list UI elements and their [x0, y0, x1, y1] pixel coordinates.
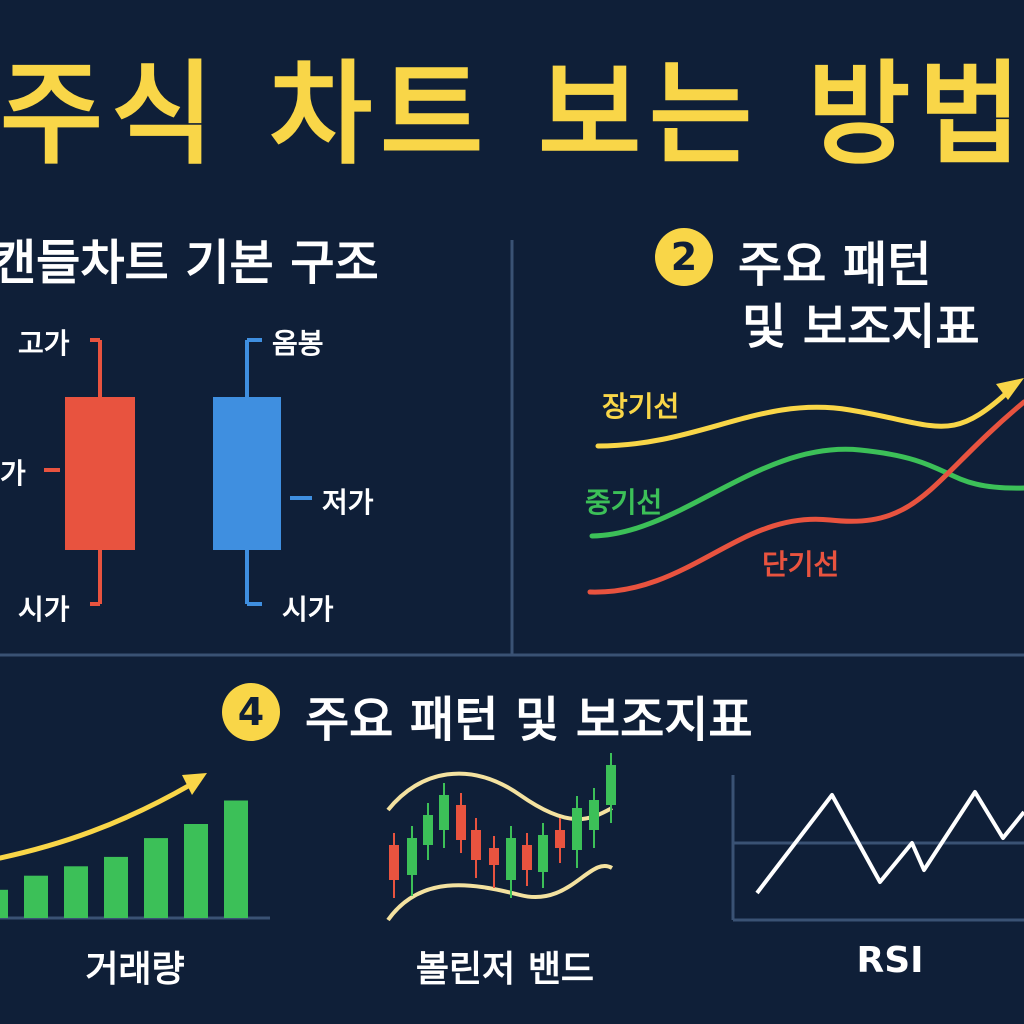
open-label-right: 시가: [282, 593, 334, 626]
high-label: 고가: [18, 327, 70, 360]
bollinger-caption: 볼린저 밴드: [415, 949, 595, 990]
bollinger-candle-body: [489, 848, 499, 865]
bollinger-candle-body: [606, 765, 616, 805]
long-term-arrow-head: [996, 378, 1024, 400]
volume-bar: [224, 800, 248, 918]
bollinger-candle-body: [589, 800, 599, 830]
mid-term-label: 중기선: [585, 486, 663, 519]
bollinger-chart: [386, 753, 616, 922]
bollinger-candle-body: [471, 830, 481, 860]
short-term-line: [587, 399, 1024, 595]
volume-trend-line: [0, 782, 193, 861]
rsi-line: [755, 790, 1024, 895]
candle-section-title: 캔들차트 기본 구조: [0, 235, 379, 291]
open-label-left: 시가: [18, 593, 70, 626]
section-4-badge: 4: [222, 683, 280, 741]
up-candle-body: [65, 397, 135, 550]
volume-trend-arrow-head: [182, 773, 207, 795]
down-candle-body: [213, 397, 281, 550]
volume-bar: [0, 889, 8, 918]
bollinger-candle-body: [389, 845, 399, 880]
volume-bar: [24, 875, 48, 918]
bollinger-candle-body: [506, 838, 516, 880]
bollinger-candle-body: [522, 845, 532, 870]
bollinger-candle-body: [572, 808, 582, 850]
down-candle: [213, 338, 312, 606]
mid-term-line: [589, 446, 1024, 539]
close-label: 가: [0, 457, 26, 490]
section-2-badge: 2: [655, 228, 713, 286]
bollinger-candle-body: [407, 838, 417, 875]
up-candle: [44, 338, 135, 606]
bullish-body-label: 옴봉: [272, 327, 324, 360]
volume-bar: [144, 838, 168, 918]
long-term-label: 장기선: [602, 390, 680, 423]
bollinger-candle-body: [555, 830, 565, 848]
bollinger-candle-body: [439, 795, 449, 830]
patterns-title-line1: 주요 패턴: [738, 237, 932, 293]
page-title: 주식 차트 보는 방법: [0, 50, 1024, 180]
rsi-chart: [731, 775, 1024, 922]
volume-bar: [184, 824, 208, 918]
volume-caption: 거래량: [85, 949, 185, 990]
volume-bar: [64, 866, 88, 918]
bollinger-candle-body: [538, 835, 548, 872]
low-label: 저가: [322, 486, 374, 519]
short-term-label: 단기선: [762, 548, 840, 581]
bollinger-candle-body: [423, 815, 433, 845]
indicators-title: 주요 패턴 및 보조지표: [305, 692, 753, 748]
volume-bar: [104, 856, 128, 918]
lower-band: [386, 864, 614, 922]
patterns-title-line2: 및 보조지표: [742, 299, 980, 355]
long-term-line: [595, 387, 1013, 449]
rsi-caption: RSI: [856, 940, 924, 981]
volume-chart: [0, 773, 270, 920]
bollinger-candle-body: [456, 805, 466, 840]
